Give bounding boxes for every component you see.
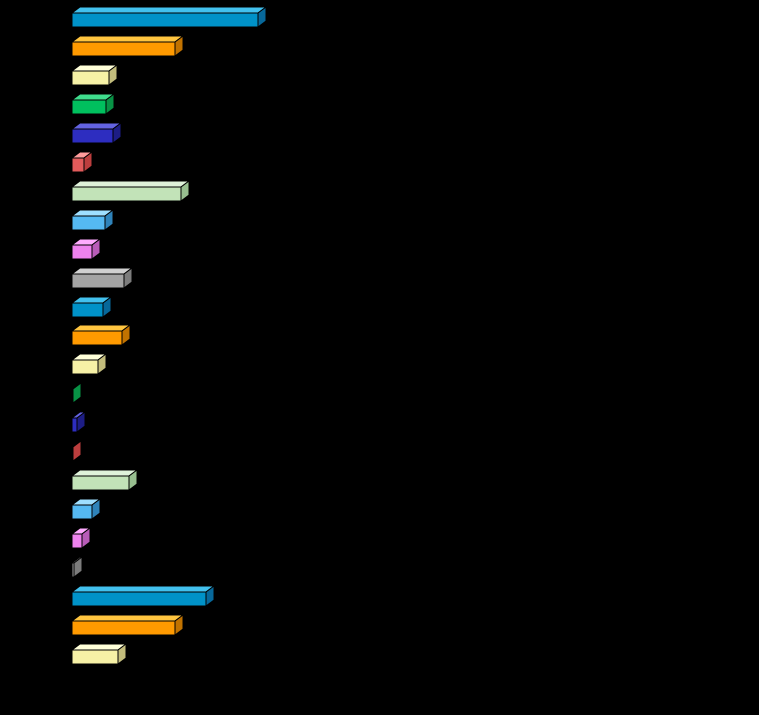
bar-front-face	[71, 359, 99, 375]
bar-front-face	[71, 533, 83, 549]
bar-front-face	[71, 244, 93, 260]
bar-top-face	[70, 180, 191, 188]
bar-front-face	[71, 446, 74, 462]
bar-row-16-red	[70, 440, 83, 462]
bar-front-face	[71, 302, 104, 318]
bar-front-face	[71, 591, 207, 607]
bar-front-face	[71, 504, 93, 520]
bar-row-4-green	[70, 93, 116, 115]
bar-front-face	[71, 70, 110, 86]
bar-row-22-orange	[70, 614, 185, 636]
bar-top-face	[70, 6, 268, 14]
bar-side-face	[72, 382, 82, 404]
bar-front-face	[71, 562, 75, 578]
bar-front-face	[71, 186, 182, 202]
bar-top-face	[70, 267, 134, 275]
bar-top-face	[70, 35, 185, 43]
bar-row-2-orange	[70, 35, 185, 57]
bar-row-1-blue	[70, 6, 268, 28]
bar-row-19-violet	[70, 527, 92, 549]
bar-row-5-royal-blue	[70, 122, 123, 144]
bar-row-6-red	[70, 151, 94, 173]
bar-row-9-violet	[70, 238, 102, 260]
bar-top-face	[70, 614, 185, 622]
bar-row-17-pale-green	[70, 469, 139, 491]
bar-top-face	[70, 324, 132, 332]
bar-front-face	[71, 12, 259, 28]
bar-row-10-gray	[70, 267, 134, 289]
bar-side-face	[72, 440, 82, 462]
bar-row-7-pale-green	[70, 180, 191, 202]
bar-row-11-blue	[70, 296, 113, 318]
bar-front-face	[71, 99, 107, 115]
bar-top-face	[70, 469, 139, 477]
bar-front-face	[71, 157, 85, 173]
bar-row-14-green	[70, 382, 83, 404]
bar-front-face	[71, 41, 176, 57]
bar-front-face	[71, 128, 114, 144]
bar-row-12-orange	[70, 324, 132, 346]
bar-row-15-royal-blue	[70, 411, 87, 433]
bar-front-face	[71, 215, 106, 231]
bar-row-13-pale-yellow	[70, 353, 108, 375]
bar-top-face	[70, 643, 128, 651]
bar-row-18-sky-blue	[70, 498, 102, 520]
bar-front-face	[71, 649, 119, 665]
bar-front-face	[71, 620, 176, 636]
bar-top-face	[70, 585, 216, 593]
bar-row-3-pale-yellow	[70, 64, 119, 86]
bar-front-face	[71, 273, 125, 289]
bar-row-20-gray	[70, 556, 84, 578]
bar-front-face	[71, 475, 130, 491]
bar-front-face	[71, 388, 74, 404]
bar-front-face	[71, 330, 123, 346]
bar-row-23-pale-yellow	[70, 643, 128, 665]
bar-row-21-blue	[70, 585, 216, 607]
bar-row-8-sky-blue	[70, 209, 115, 231]
bar-front-face	[71, 417, 78, 433]
